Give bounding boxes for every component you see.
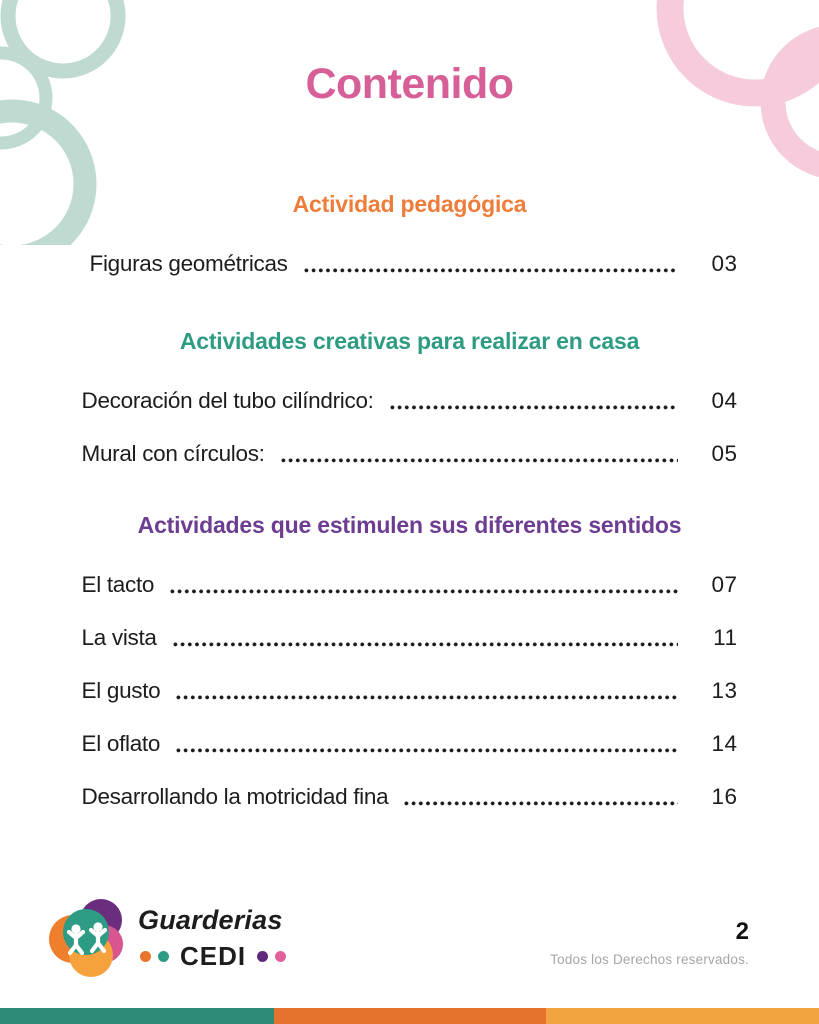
bar-segment-teal — [0, 1008, 274, 1024]
logo-dot-orange — [140, 951, 151, 962]
page-title: Contenido — [305, 60, 514, 108]
logo-name: Guarderias — [138, 905, 283, 935]
toc-section-heading: Actividades creativas para realizar en c… — [179, 328, 640, 354]
toc-entry-page: 07 — [711, 572, 738, 597]
dot-leader — [176, 748, 678, 753]
toc-section-heading: Actividad pedagógica — [292, 191, 527, 217]
toc-entry: El oflato 14 — [82, 730, 738, 758]
toc-entry: Mural con círculos: 05 — [82, 440, 738, 468]
logo-dot-pink — [275, 951, 287, 962]
toc-entry-label: Desarrollando la motricidad fina — [81, 784, 389, 809]
bar-segment-amber — [546, 1008, 819, 1024]
dot-leader — [176, 695, 678, 700]
toc-entry-page: 04 — [711, 388, 738, 413]
bar-segment-orange — [273, 1008, 547, 1024]
logo-dot-purple — [257, 951, 269, 962]
toc-section-heading: Actividades que estimulen sus diferentes… — [137, 512, 682, 538]
toc-entry-page: 03 — [711, 251, 738, 276]
toc-entry-label: Mural con círculos: — [81, 441, 265, 466]
toc-entry: La vista 11 — [82, 624, 738, 652]
page-number: 2 — [735, 918, 749, 945]
bottom-color-bar — [0, 1008, 819, 1024]
toc-entry-page: 11 — [713, 625, 738, 650]
toc-entry-page: 13 — [711, 678, 738, 703]
guarderias-cedi-logo-icon — [49, 899, 123, 977]
toc-entry: El gusto 13 — [82, 677, 738, 705]
toc-entry-label: El oflato — [81, 731, 161, 756]
toc-entry-label: El gusto — [81, 678, 161, 703]
toc-entry-page: 14 — [711, 731, 738, 756]
logo-text: Guarderias CEDI — [138, 905, 287, 972]
toc-entry-label: Decoración del tubo cilíndrico: — [81, 388, 374, 413]
toc-entry: El tacto 07 — [82, 571, 738, 599]
dot-leader — [172, 642, 678, 647]
toc-entry-label: Figuras geométricas — [89, 251, 288, 276]
toc-entry: Figuras geométricas 03 — [82, 250, 738, 278]
toc-entry-label: La vista — [81, 625, 157, 650]
dot-leader — [404, 801, 678, 806]
dot-leader — [303, 268, 678, 273]
dot-leader — [170, 589, 678, 594]
toc-entry: Desarrollando la motricidad fina 16 — [82, 783, 738, 811]
toc-entry-label: El tacto — [81, 572, 155, 597]
logo-dot-teal — [158, 951, 169, 962]
toc-entry-page: 05 — [711, 441, 738, 466]
logo-acronym: CEDI — [180, 941, 247, 971]
dot-leader — [389, 405, 678, 410]
toc-entry-page: 16 — [711, 784, 738, 809]
logo-subname: CEDI — [138, 941, 287, 972]
copyright-notice: Todos los Derechos reservados. — [550, 952, 749, 967]
dot-leader — [280, 458, 678, 463]
footer-logo: Guarderias CEDI — [48, 897, 287, 979]
table-of-contents: Actividad pedagógica Figuras geométricas… — [82, 191, 738, 811]
toc-entry: Decoración del tubo cilíndrico: 04 — [82, 387, 738, 415]
